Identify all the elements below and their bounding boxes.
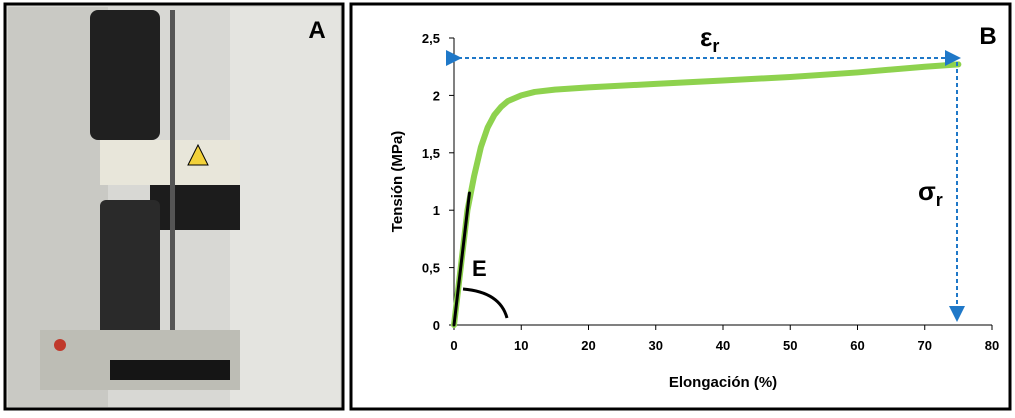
y-tick-label: 1,5	[422, 146, 440, 161]
x-tick-label: 80	[985, 338, 999, 353]
x-tick-label: 30	[649, 338, 663, 353]
x-axis-title: Elongación (%)	[669, 374, 777, 391]
x-tick-label: 50	[783, 338, 797, 353]
photo-panel: A	[3, 2, 345, 411]
panel-label: B	[979, 23, 996, 50]
curve	[452, 191, 471, 327]
y-tick-label: 1	[433, 203, 440, 218]
y-axis-title: Tensión (MPa)	[389, 131, 406, 232]
strain-label: εr	[700, 22, 719, 56]
panel-label: A	[308, 17, 325, 44]
y-tick-label: 2,5	[422, 31, 440, 46]
stress-label: σr	[918, 176, 943, 210]
y-tick-label: 0	[433, 318, 440, 333]
modulus-arc	[462, 287, 509, 319]
curve	[451, 61, 962, 328]
x-tick-label: 0	[450, 338, 457, 353]
x-tick-label: 70	[918, 338, 932, 353]
y-tick-label: 0,5	[422, 261, 440, 276]
x-tick-label: 10	[514, 338, 528, 353]
modulus-label: E	[472, 256, 487, 281]
x-tick-label: 20	[581, 338, 595, 353]
plot: 0 0,5 1 1,5 2 2,5 0 10 20 30 40 50 60 70 80 Elongación …	[389, 31, 999, 391]
x-tick-label: 60	[850, 338, 864, 353]
x-tick-label: 40	[716, 338, 730, 353]
y-tick-label: 2	[433, 88, 440, 103]
